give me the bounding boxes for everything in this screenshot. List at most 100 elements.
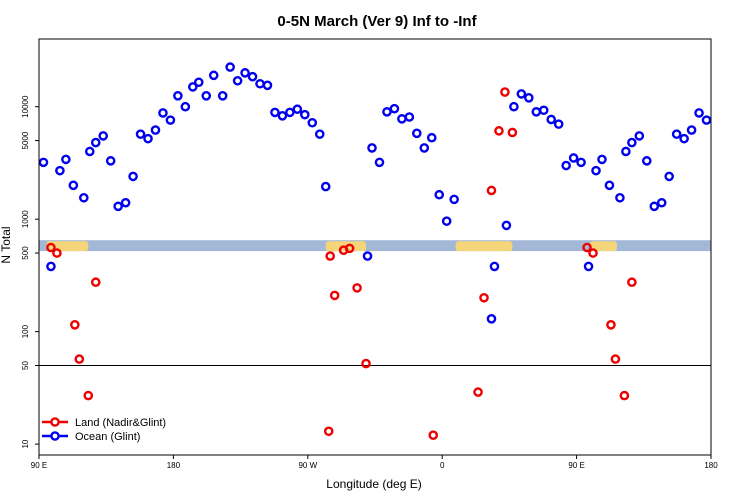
x-tick-label: 180	[704, 461, 718, 470]
y-axis: 10 50 100 500 1000 5000 10000	[21, 95, 39, 449]
data-point	[583, 261, 594, 272]
data-point	[68, 180, 79, 191]
x-tick-label: 0	[440, 461, 445, 470]
data-point	[225, 62, 235, 72]
data-point	[449, 194, 459, 205]
data-point	[473, 387, 483, 397]
data-point	[604, 180, 615, 191]
data-point	[193, 77, 204, 88]
legend: Land (Nadir&Glint) Ocean (Glint)	[42, 417, 166, 443]
data-point	[135, 129, 146, 139]
data-point	[247, 71, 258, 82]
data-point	[412, 128, 422, 139]
data-point	[128, 171, 138, 182]
x-tick-label: 180	[167, 461, 181, 470]
data-point	[576, 157, 586, 168]
data-point	[619, 390, 630, 401]
data-point	[694, 108, 704, 118]
data-point	[434, 189, 445, 200]
data-point	[352, 283, 362, 293]
data-point	[84, 146, 95, 157]
data-point	[344, 243, 355, 254]
data-point	[323, 426, 334, 437]
data-point	[38, 157, 49, 168]
data-point	[74, 354, 85, 364]
data-point	[553, 119, 564, 129]
data-point	[397, 114, 407, 124]
y-tick-label: 10	[21, 439, 30, 448]
data-point	[507, 127, 518, 138]
data-point	[641, 156, 652, 166]
data-point	[649, 201, 660, 212]
data-point	[292, 104, 303, 115]
data-point	[90, 277, 101, 288]
data-point	[329, 290, 340, 301]
y-axis-label: N Total	[0, 226, 13, 263]
data-point	[361, 358, 371, 369]
data-point	[83, 390, 94, 401]
map-ocean-band	[39, 240, 711, 252]
data-point	[500, 87, 510, 97]
data-point	[634, 131, 645, 141]
data-point	[546, 114, 557, 125]
data-point	[105, 156, 116, 166]
data-point	[656, 197, 667, 208]
data-point	[479, 292, 489, 303]
data-point	[232, 75, 243, 86]
data-point	[486, 314, 497, 324]
data-point	[610, 354, 621, 364]
y-tick-label: 10000	[21, 95, 30, 118]
data-point	[686, 125, 697, 135]
x-axis: 90 E 180 90 W 0 90 E 180	[31, 455, 718, 470]
data-point	[701, 115, 712, 125]
data-point	[531, 107, 542, 117]
data-point	[582, 242, 592, 253]
x-tick-label: 90 W	[298, 461, 317, 470]
data-point	[320, 181, 331, 192]
data-point	[501, 220, 512, 231]
data-point	[679, 133, 689, 144]
data-point	[165, 115, 176, 125]
data-point	[428, 430, 439, 440]
x-tick-label: 90 E	[31, 461, 47, 470]
data-point	[627, 277, 637, 288]
y-tick-label: 5000	[21, 131, 30, 149]
x-axis-label: Longitude (deg E)	[326, 477, 421, 491]
data-point	[217, 91, 228, 101]
chart-title: 0-5N March (Ver 9) Inf to -Inf	[277, 13, 477, 30]
data-point	[597, 154, 607, 165]
data-point	[52, 248, 62, 258]
data-point	[325, 251, 336, 261]
data-point	[120, 197, 131, 208]
data-point	[441, 216, 452, 226]
data-point	[150, 125, 161, 135]
data-point	[208, 70, 219, 81]
data-points	[38, 62, 712, 440]
data-point	[516, 89, 527, 99]
data-point	[568, 153, 579, 163]
data-point	[538, 105, 549, 116]
data-point	[113, 201, 123, 212]
data-point	[374, 157, 385, 168]
data-point	[664, 171, 674, 182]
data-point	[98, 131, 109, 141]
data-point	[671, 129, 682, 139]
data-point	[509, 101, 519, 112]
data-point	[621, 146, 631, 157]
data-point	[46, 261, 56, 272]
data-point	[277, 111, 288, 121]
data-point	[389, 103, 400, 114]
data-point	[270, 107, 280, 118]
legend-marker	[50, 417, 60, 427]
data-point	[180, 101, 191, 112]
data-point	[90, 137, 101, 148]
data-point	[486, 185, 497, 196]
plot-frame	[38, 38, 712, 456]
y-tick-label: 1000	[21, 210, 30, 228]
data-point	[524, 93, 534, 103]
y-tick-label: 50	[21, 360, 30, 369]
data-point	[55, 165, 65, 176]
data-point	[494, 126, 504, 136]
data-point	[404, 112, 415, 122]
data-point	[382, 107, 392, 117]
